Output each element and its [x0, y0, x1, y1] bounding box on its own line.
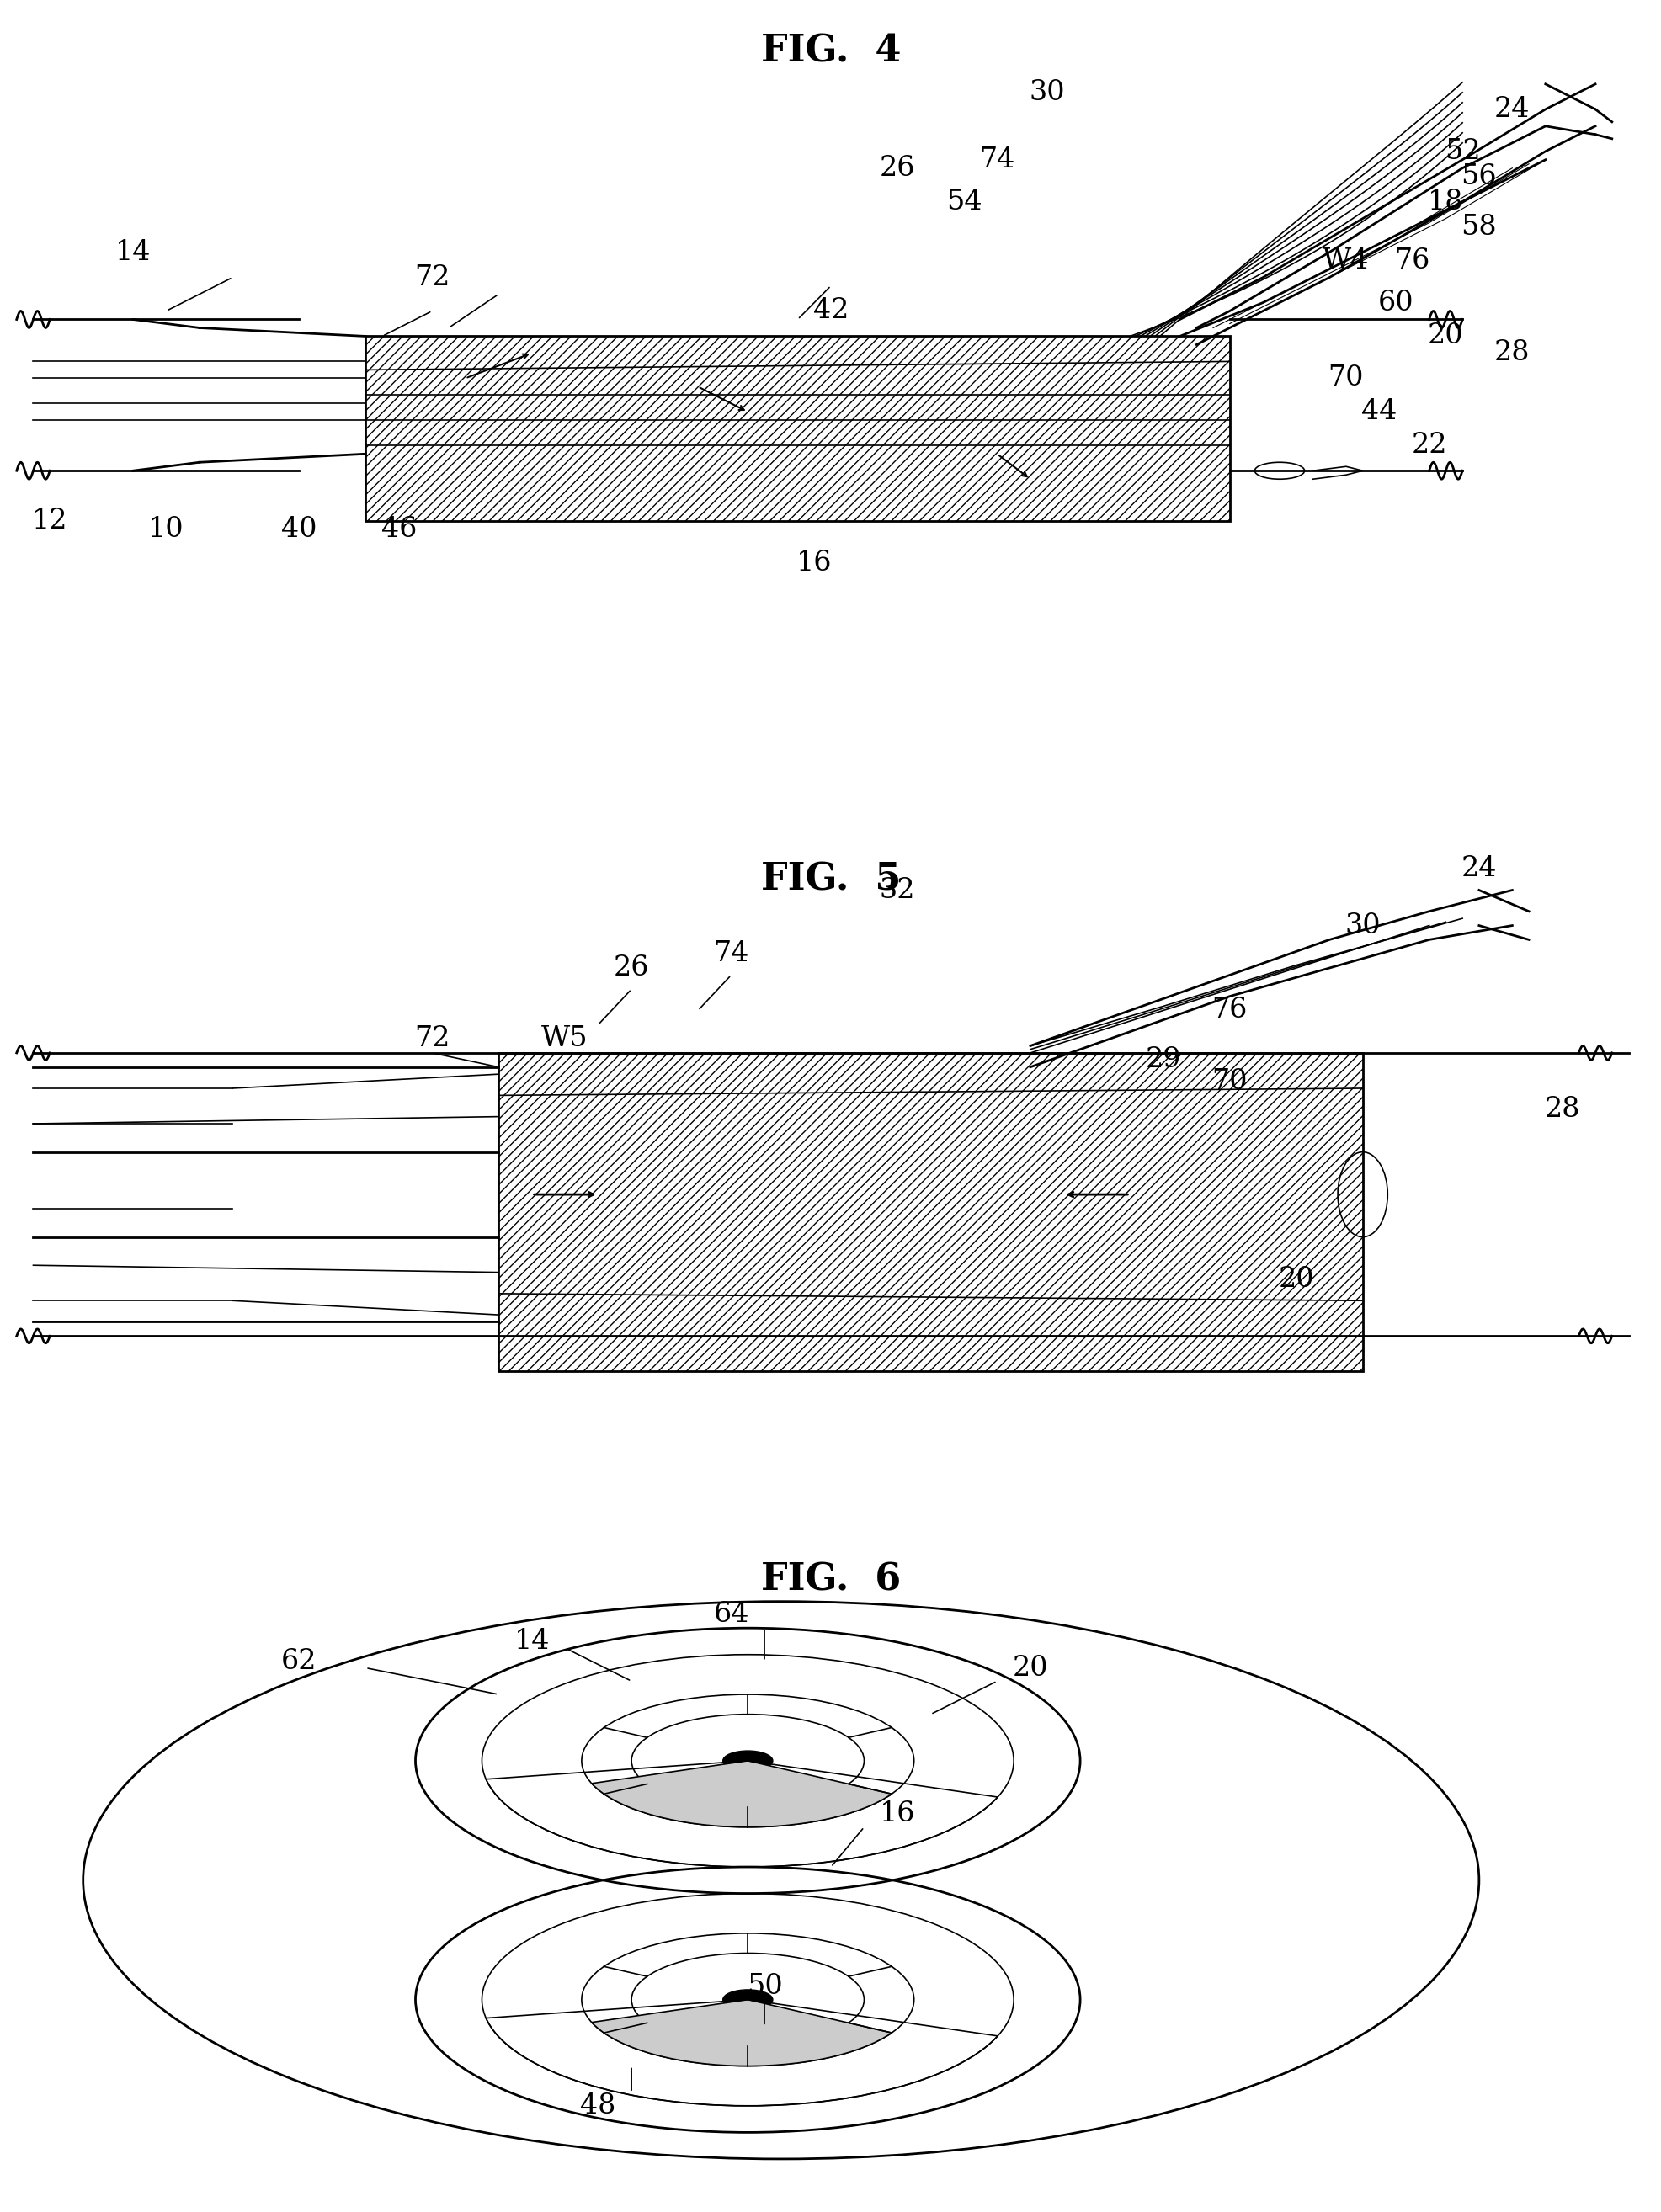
FancyBboxPatch shape [498, 1053, 1362, 1371]
Text: 64: 64 [713, 1601, 749, 1628]
Text: 24: 24 [1493, 95, 1530, 122]
Text: 54: 54 [945, 188, 982, 215]
Text: 72: 72 [414, 1026, 450, 1053]
Text: 29: 29 [1144, 1046, 1181, 1073]
Text: FIG.  5: FIG. 5 [761, 863, 900, 898]
Text: 10: 10 [148, 515, 184, 542]
Text: 24: 24 [1460, 856, 1497, 883]
Circle shape [723, 1991, 772, 2008]
Text: 26: 26 [613, 956, 649, 982]
Text: 20: 20 [1012, 1655, 1048, 1681]
Text: 18: 18 [1427, 188, 1463, 215]
Text: W4: W4 [1322, 248, 1369, 274]
Text: 70: 70 [1211, 1068, 1247, 1095]
Text: FIG.  4: FIG. 4 [761, 33, 900, 71]
FancyBboxPatch shape [365, 336, 1229, 522]
Circle shape [723, 1752, 772, 1770]
Text: 20: 20 [1277, 1265, 1314, 1292]
Text: 70: 70 [1327, 365, 1364, 392]
Text: 76: 76 [1394, 248, 1430, 274]
Text: 44: 44 [1360, 398, 1397, 425]
Text: 28: 28 [1493, 341, 1530, 367]
Text: 26: 26 [879, 155, 915, 181]
Text: 74: 74 [978, 146, 1015, 173]
Text: 46: 46 [380, 515, 417, 542]
Text: 58: 58 [1460, 215, 1497, 241]
Text: 60: 60 [1377, 290, 1414, 316]
Text: 52: 52 [1443, 137, 1480, 164]
Text: 42: 42 [812, 299, 849, 325]
Text: 72: 72 [414, 263, 450, 290]
Text: 28: 28 [1543, 1097, 1580, 1124]
Text: 32: 32 [879, 876, 915, 902]
Text: 14: 14 [513, 1628, 550, 1655]
Wedge shape [591, 1761, 892, 1827]
Text: 14: 14 [115, 239, 151, 265]
Text: 30: 30 [1028, 80, 1065, 106]
Text: 16: 16 [879, 1801, 915, 1827]
Text: 22: 22 [1410, 431, 1447, 458]
Text: 12: 12 [32, 509, 68, 535]
Text: 20: 20 [1427, 323, 1463, 349]
Text: 76: 76 [1211, 998, 1247, 1024]
Text: FIG.  6: FIG. 6 [761, 1562, 900, 1597]
Text: 48: 48 [580, 2093, 616, 2119]
Text: 62: 62 [281, 1648, 317, 1674]
Text: 40: 40 [281, 515, 317, 542]
Text: 16: 16 [796, 551, 832, 577]
Wedge shape [591, 2000, 892, 2066]
Text: 74: 74 [713, 940, 749, 967]
Text: 50: 50 [746, 1973, 782, 2000]
Text: 56: 56 [1460, 164, 1497, 190]
Text: W5: W5 [541, 1026, 588, 1053]
Text: 30: 30 [1344, 911, 1380, 938]
